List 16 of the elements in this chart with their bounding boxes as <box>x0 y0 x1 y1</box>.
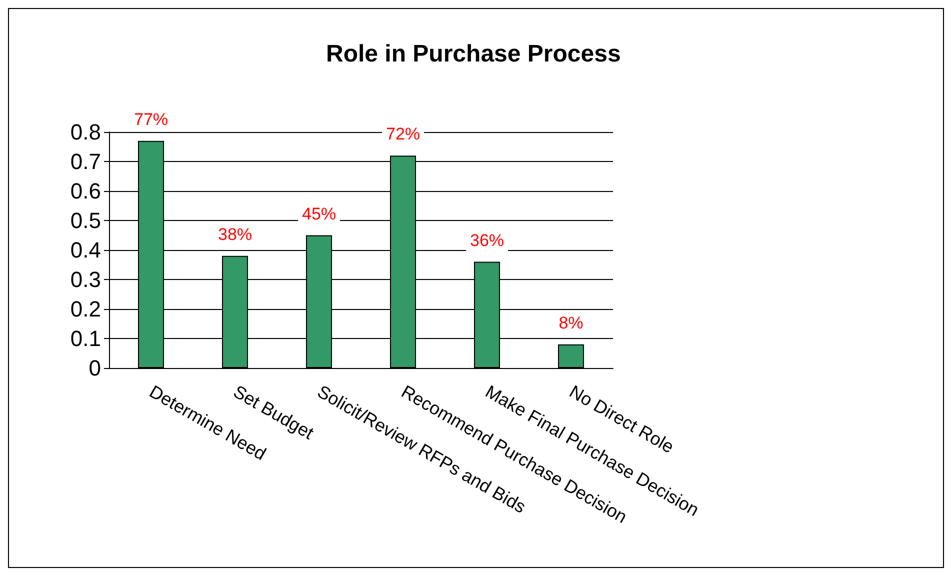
data-label: 36% <box>470 230 504 250</box>
y-tick-label: 0.7 <box>70 149 101 174</box>
y-tick-label: 0.6 <box>70 178 101 204</box>
data-label: 38% <box>218 224 252 244</box>
data-label: 72% <box>386 124 420 144</box>
y-tick-label: 0.8 <box>70 120 101 144</box>
chart-title: Role in Purchase Process <box>326 40 621 68</box>
data-label: 77% <box>134 110 168 129</box>
y-tick-label: 0.2 <box>70 296 101 322</box>
y-tick-label: 0.3 <box>70 267 101 292</box>
y-tick-label: 0.5 <box>70 208 101 233</box>
y-tick-label: 0.4 <box>70 238 101 262</box>
y-tick-label: 0 <box>88 356 101 380</box>
data-label: 8% <box>558 313 584 332</box>
y-tick-label: 0.1 <box>70 326 101 351</box>
data-label: 45% <box>302 204 336 224</box>
